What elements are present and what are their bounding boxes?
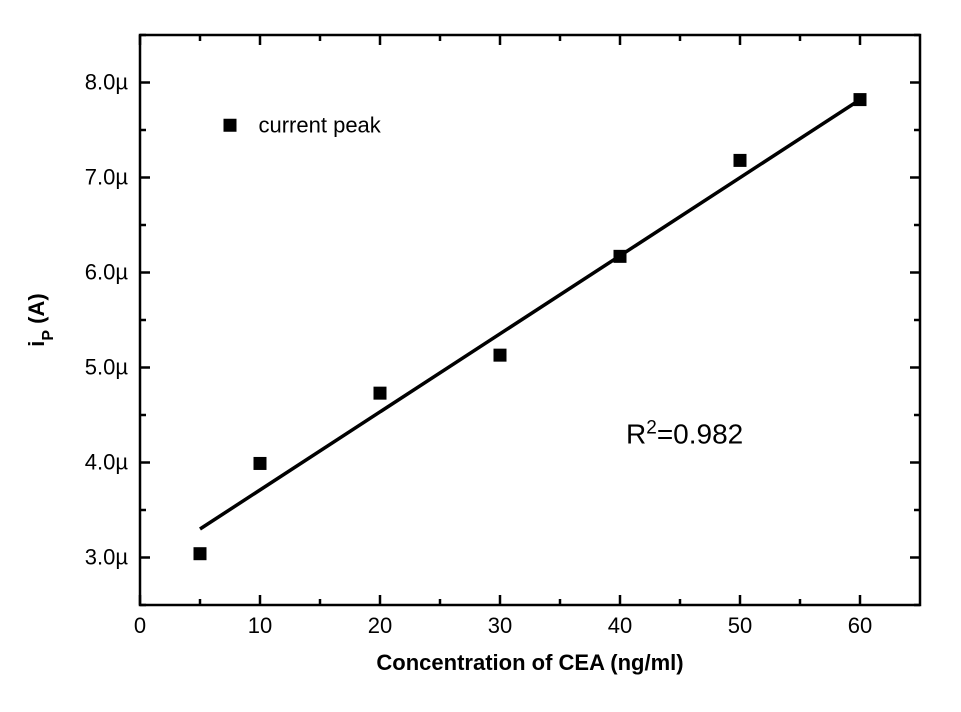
y-tick-label: 8.0µ — [85, 70, 129, 95]
y-tick-label: 4.0µ — [85, 450, 129, 475]
data-point — [734, 154, 747, 167]
r-squared-annotation: R2=0.982 — [626, 417, 743, 450]
x-tick-label: 10 — [248, 613, 272, 638]
annotation-sup: 2 — [646, 417, 657, 438]
y-label-post: (A) — [24, 293, 49, 330]
data-point — [494, 349, 507, 362]
y-label-sub: P — [40, 330, 57, 341]
data-point — [614, 250, 627, 263]
x-tick-label: 60 — [848, 613, 872, 638]
x-tick-label: 40 — [608, 613, 632, 638]
data-point — [254, 457, 267, 470]
y-tick-label: 7.0µ — [85, 165, 129, 190]
x-tick-label: 0 — [134, 613, 146, 638]
y-tick-label: 3.0µ — [85, 545, 129, 570]
x-axis-label: Concentration of CEA (ng/ml) — [376, 650, 683, 675]
x-tick-label: 50 — [728, 613, 752, 638]
annotation-post: =0.982 — [657, 419, 743, 450]
data-point — [374, 387, 387, 400]
chart-root: 0 10 20 30 40 50 60 3.0µ 4.0µ 5.0µ 6.0µ 7.0µ 8.0µ c… — [0, 0, 961, 712]
data-point — [854, 93, 867, 106]
y-tick-label: 6.0µ — [85, 260, 129, 285]
legend-label: current peak — [259, 112, 382, 137]
annotation-pre: R — [626, 419, 646, 450]
y-tick-label: 5.0µ — [85, 355, 129, 380]
data-point — [194, 547, 207, 560]
x-tick-label: 30 — [488, 613, 512, 638]
x-tick-label: 20 — [368, 613, 392, 638]
legend-marker — [224, 119, 237, 132]
